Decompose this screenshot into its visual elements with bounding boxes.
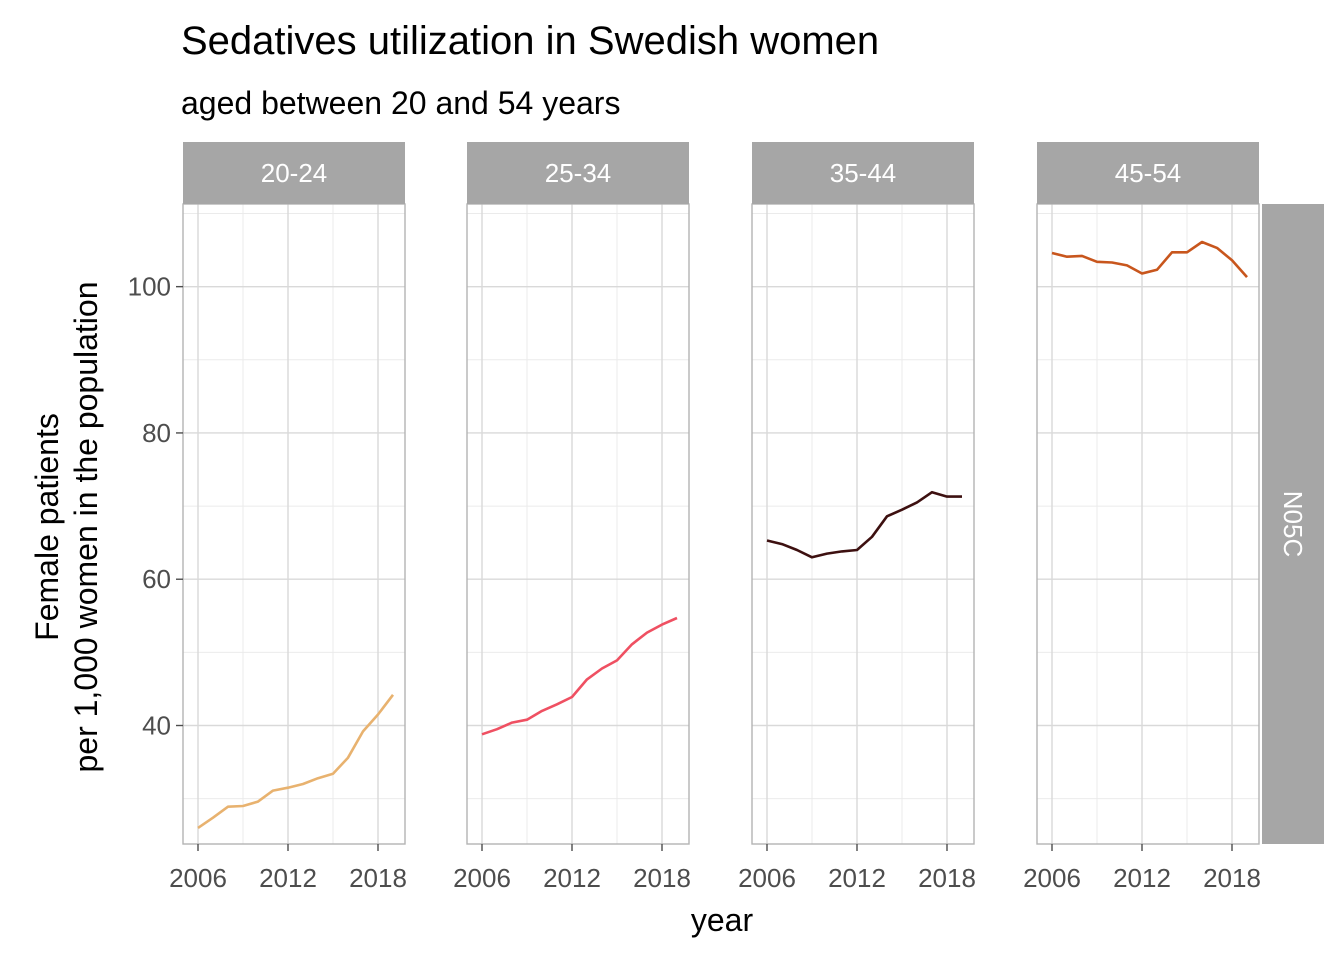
y-tick-label: 60 [142, 564, 171, 594]
facet-strip [183, 142, 405, 204]
panel-background [183, 204, 405, 844]
y-axis-title-line-2: per 1,000 women in the population [68, 281, 104, 772]
panel-background [752, 204, 974, 844]
facet-strip-label: 25-34 [545, 158, 612, 188]
x-tick-label: 2018 [918, 863, 976, 893]
row-strip: N05C [1262, 204, 1324, 844]
panel-20-24: 20-24 2006 2012 2018 [169, 142, 407, 893]
chart-title: Sedatives utilization in Swedish women [181, 19, 879, 63]
series-line-20-24 [197, 694, 395, 829]
facet-strip [1037, 142, 1259, 204]
panel-35-44: 35-44 2006 2012 2018 [738, 142, 976, 893]
x-axis-title: year [691, 902, 754, 938]
y-tick-label: 80 [142, 418, 171, 448]
y-axis-title-line-1: Female patients [29, 413, 65, 641]
facet-strip-label: 20-24 [261, 158, 328, 188]
facet-strip [467, 142, 689, 204]
row-strip-background [1262, 204, 1324, 844]
x-tick-label: 2006 [169, 863, 227, 893]
x-tick-label: 2012 [828, 863, 886, 893]
y-axis-title: Female patients per 1,000 women in the p… [29, 281, 104, 772]
x-tick-label: 2006 [1023, 863, 1081, 893]
x-tick-label: 2012 [1113, 863, 1171, 893]
facet-strip [752, 142, 974, 204]
panel-background [1037, 204, 1259, 844]
x-tick-label: 2012 [543, 863, 601, 893]
row-strip-label: N05C [1278, 491, 1308, 557]
x-tick-label: 2018 [633, 863, 691, 893]
facet-panels: 20-24 2006 2012 2018 25-34 2006 2012 2018 35-44 2… [169, 142, 1261, 893]
y-tick-label: 40 [142, 711, 171, 741]
panel-background [467, 204, 689, 844]
panel-25-34: 25-34 2006 2012 2018 [453, 142, 691, 893]
series-line-35-44 [766, 490, 962, 559]
x-tick-label: 2012 [259, 863, 317, 893]
facet-strip-label: 45-54 [1115, 158, 1182, 188]
x-tick-label: 2006 [738, 863, 796, 893]
x-tick-label: 2018 [1203, 863, 1261, 893]
y-axis: 40 60 80 100 [128, 272, 183, 741]
panel-45-54: 45-54 2006 2012 2018 [1023, 142, 1261, 893]
x-tick-label: 2006 [453, 863, 511, 893]
series-line-45-54 [1051, 240, 1248, 278]
facet-strip-label: 35-44 [830, 158, 897, 188]
series-line-25-34 [481, 616, 678, 736]
y-tick-label: 100 [128, 272, 171, 302]
chart-subtitle: aged between 20 and 54 years [181, 85, 620, 121]
x-tick-label: 2018 [349, 863, 407, 893]
